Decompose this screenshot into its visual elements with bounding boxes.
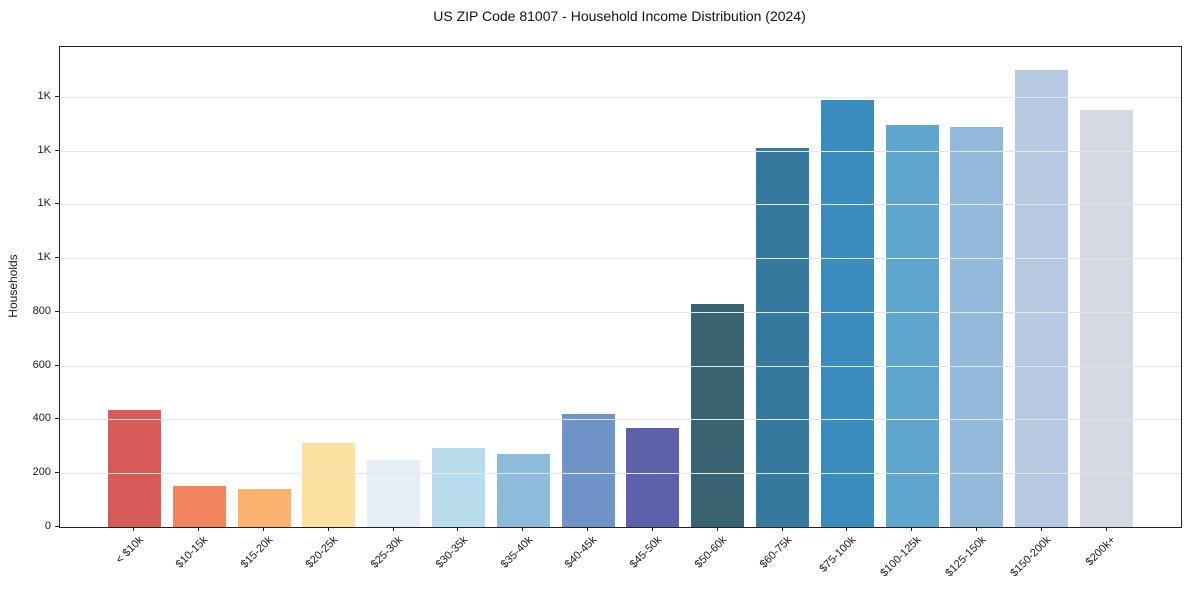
gridline xyxy=(60,96,1181,98)
y-tick-label: 800 xyxy=(32,304,51,317)
x-tick-mark xyxy=(1040,527,1042,531)
x-tick-label: $25-30k xyxy=(368,534,406,571)
x-tick-mark xyxy=(198,527,200,531)
bar xyxy=(172,486,226,527)
y-tick-mark xyxy=(55,310,59,312)
bar xyxy=(1015,69,1069,527)
gridline xyxy=(60,419,1181,421)
x-tick-label: $150-200k xyxy=(1008,534,1054,580)
x-tick-mark xyxy=(846,527,848,531)
bar xyxy=(302,443,356,527)
x-tick-label: $20-25k xyxy=(303,534,341,571)
bar xyxy=(107,409,161,527)
y-tick-mark xyxy=(55,526,59,527)
x-tick-mark xyxy=(392,527,394,531)
y-tick-label: 1K xyxy=(37,197,51,210)
y-tick-mark xyxy=(55,95,59,97)
y-tick-mark xyxy=(55,472,59,474)
x-tick-mark xyxy=(133,527,135,531)
x-tick-mark xyxy=(1105,527,1107,531)
bar xyxy=(431,447,485,527)
bar xyxy=(561,414,615,527)
gridline xyxy=(60,150,1181,152)
bar xyxy=(820,99,874,527)
bar xyxy=(691,303,745,527)
x-tick-mark xyxy=(651,527,653,531)
y-tick-mark xyxy=(55,257,59,259)
gridline xyxy=(60,365,1181,367)
x-tick-label: $75-100k xyxy=(817,534,859,575)
bar xyxy=(1080,109,1134,527)
x-tick-mark xyxy=(457,527,459,531)
x-tick-label: $125-150k xyxy=(943,534,989,580)
x-tick-label: < $10k xyxy=(113,534,146,567)
y-tick-mark xyxy=(55,203,59,205)
y-tick-label: 200 xyxy=(32,466,51,479)
bar xyxy=(885,124,939,527)
gridline xyxy=(60,204,1181,206)
y-tick-label: 1K xyxy=(37,89,51,102)
plot-area xyxy=(59,46,1182,528)
x-tick-label: $60-75k xyxy=(757,534,795,571)
gridline xyxy=(60,473,1181,475)
x-tick-mark xyxy=(587,527,589,531)
y-tick-label: 400 xyxy=(32,412,51,425)
x-tick-label: $30-35k xyxy=(433,534,470,571)
bar xyxy=(756,147,810,527)
x-tick-label: $200k+ xyxy=(1083,534,1119,569)
x-tick-label: $35-40k xyxy=(498,534,535,571)
gridline xyxy=(60,311,1181,313)
x-tick-mark xyxy=(911,527,913,531)
bar xyxy=(950,126,1004,527)
y-tick-label: 600 xyxy=(32,358,51,371)
x-tick-mark xyxy=(716,527,718,531)
x-tick-label: $45-50k xyxy=(627,534,665,571)
y-tick-label: 1K xyxy=(37,143,51,156)
bar xyxy=(496,453,550,527)
x-tick-label: $50-60k xyxy=(692,534,730,571)
x-tick-label: $100-125k xyxy=(878,534,924,580)
x-tick-label: $40-45k xyxy=(562,534,600,571)
gridline xyxy=(60,258,1181,260)
x-tick-mark xyxy=(522,527,524,531)
x-tick-label: $10-15k xyxy=(174,534,211,571)
y-tick-label: 0 xyxy=(44,520,51,532)
chart-title: US ZIP Code 81007 - Household Income Dis… xyxy=(433,8,806,24)
bar xyxy=(626,428,680,527)
y-tick-mark xyxy=(55,149,59,151)
x-tick-mark xyxy=(263,527,265,531)
y-tick-label: 1K xyxy=(37,251,51,264)
x-tick-mark xyxy=(781,527,783,531)
x-tick-label: $15-20k xyxy=(238,534,276,571)
bar xyxy=(237,489,291,527)
y-tick-mark xyxy=(55,418,59,420)
y-tick-mark xyxy=(55,364,59,366)
x-tick-mark xyxy=(327,527,329,531)
x-tick-mark xyxy=(975,527,977,531)
bar xyxy=(367,459,421,527)
